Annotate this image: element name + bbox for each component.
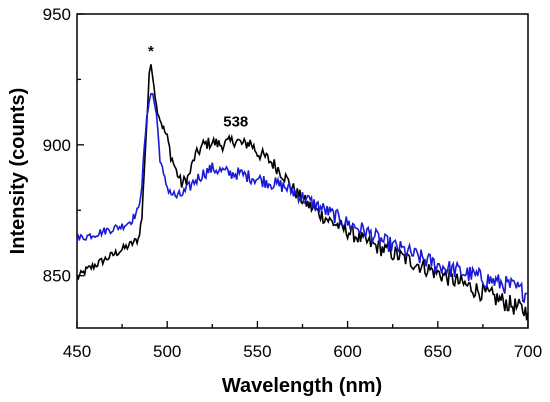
y-axis-label: Intensity (counts) [7,88,29,255]
x-tick-label: 450 [63,342,91,361]
y-tick-label: 900 [43,136,71,155]
series-line-1 [76,64,529,321]
x-tick-label: 550 [243,342,271,361]
series-line-2 [76,92,529,304]
x-tick-label: 700 [514,342,542,361]
series-layer [76,64,529,321]
y-tick-label: 950 [43,5,71,24]
tick-layer: 450 500 550 600 650 700 850 900 950 [43,5,543,361]
x-tick-label: 650 [424,342,452,361]
x-axis-label: Wavelength (nm) [222,375,382,397]
annotation-1: * [148,43,154,60]
annotation-layer: * 538 [148,43,248,131]
x-tick-label: 600 [333,342,361,361]
annotation-2: 538 [223,114,248,131]
y-tick-label: 850 [43,267,71,286]
x-tick-label: 500 [153,342,181,361]
